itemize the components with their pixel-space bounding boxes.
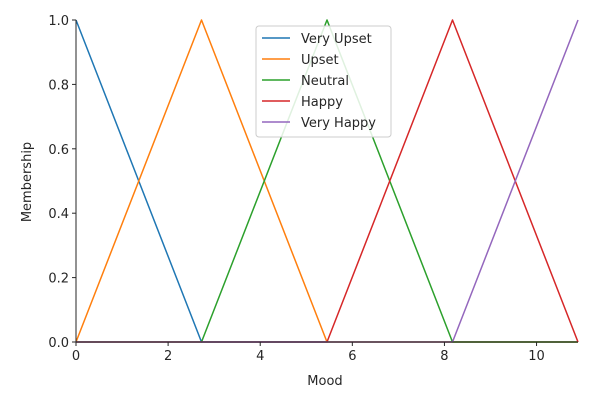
- legend-entry-label: Very Happy: [301, 116, 376, 131]
- y-tick-label: 0.8: [48, 78, 69, 93]
- y-tick-label: 0.2: [48, 272, 69, 287]
- y-axis-ticks: 0.0 0.2 0.4 0.6 0.8 1.0: [48, 14, 76, 351]
- y-tick-label: 1.0: [48, 14, 69, 29]
- x-axis-ticks: 0 2 4 6 8 10: [72, 342, 545, 364]
- legend-entry-label: Neutral: [301, 74, 349, 89]
- legend-entry-label: Upset: [301, 53, 339, 68]
- legend-frame: [255, 25, 392, 138]
- y-tick-label: 0.0: [48, 336, 69, 351]
- x-tick-label: 6: [348, 349, 356, 364]
- x-tick-label: 4: [256, 349, 264, 364]
- x-tick-label: 2: [164, 349, 172, 364]
- y-tick-label: 0.6: [48, 143, 69, 158]
- legend: Very Upset Upset Neutral Happy Very Happy: [255, 25, 392, 138]
- x-tick-label: 8: [440, 349, 448, 364]
- x-tick-label: 0: [72, 349, 80, 364]
- axes: [75, 20, 578, 343]
- legend-entry-label: Happy: [301, 95, 343, 110]
- y-tick-label: 0.4: [48, 207, 69, 222]
- x-tick-label: 10: [528, 349, 545, 364]
- y-axis-label: Membership: [20, 142, 35, 222]
- x-axis-label: Mood: [307, 374, 342, 389]
- legend-entry-label: Very Upset: [301, 32, 372, 47]
